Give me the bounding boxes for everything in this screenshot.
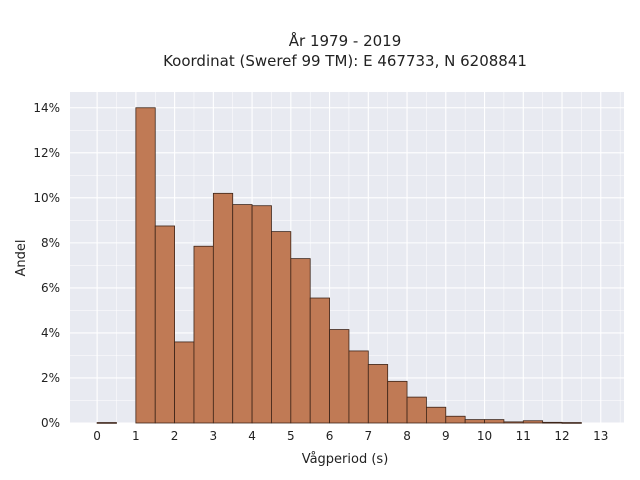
x-tick-label: 0: [93, 429, 101, 443]
y-axis-label: Andel: [14, 240, 29, 277]
x-tick-label: 7: [364, 429, 372, 443]
histogram-bar: [309, 297, 330, 424]
histogram-bar: [464, 419, 485, 424]
histogram-bar: [251, 205, 272, 424]
x-tick-label: 6: [326, 429, 334, 443]
y-tick-labels: 0% 2% 4% 6% 8% 10% 12% 14%: [33, 101, 60, 430]
x-tick-label: 5: [287, 429, 295, 443]
histogram-bar: [367, 364, 389, 424]
histogram-bar: [135, 107, 156, 424]
histogram-bar: [387, 380, 408, 424]
y-tick-label: 0%: [41, 416, 60, 430]
y-tick-label: 14%: [33, 101, 60, 115]
x-tick-label: 1: [132, 429, 140, 443]
histogram-bar: [445, 415, 466, 424]
histogram-bar: [542, 421, 563, 424]
chart-subtitle: Koordinat (Sweref 99 TM): E 467733, N 62…: [163, 52, 527, 70]
histogram-bar: [154, 225, 176, 424]
histogram-bar: [484, 419, 505, 424]
histogram-bar: [348, 350, 369, 424]
histogram-bar: [193, 245, 214, 424]
x-tick-label: 13: [593, 429, 608, 443]
histogram-bar: [329, 329, 350, 424]
histogram-bar: [212, 192, 234, 424]
x-tick-label: 2: [171, 429, 179, 443]
y-tick-label: 4%: [41, 326, 60, 340]
histogram-bar: [96, 422, 117, 424]
x-tick-label: 4: [248, 429, 256, 443]
histogram-bar: [174, 341, 195, 424]
y-tick-label: 2%: [41, 371, 60, 385]
histogram-bar: [522, 420, 544, 424]
x-axis-label: Vågperiod (s): [302, 452, 389, 467]
y-tick-label: 6%: [41, 281, 60, 295]
x-tick-label: 11: [516, 429, 531, 443]
y-tick-label: 8%: [41, 236, 60, 250]
y-tick-label: 10%: [33, 191, 60, 205]
histogram-bar: [406, 396, 427, 424]
x-tick-labels: 0 1 2 3 4 5 6 7 8 9 10 11 12 13: [93, 429, 608, 443]
histogram-bar: [426, 406, 447, 424]
x-tick-label: 12: [554, 429, 569, 443]
histogram-bar: [503, 421, 524, 424]
x-tick-label: 10: [477, 429, 492, 443]
histogram-bar: [271, 231, 292, 424]
y-tick-label: 12%: [33, 146, 60, 160]
x-tick-label: 3: [210, 429, 218, 443]
histogram-bar: [290, 258, 311, 424]
x-tick-label: 8: [403, 429, 411, 443]
histogram-bar: [561, 422, 582, 424]
bars: [96, 107, 582, 424]
x-tick-label: 9: [442, 429, 450, 443]
histogram-bar: [232, 204, 253, 424]
chart-title: År 1979 - 2019: [289, 31, 402, 50]
